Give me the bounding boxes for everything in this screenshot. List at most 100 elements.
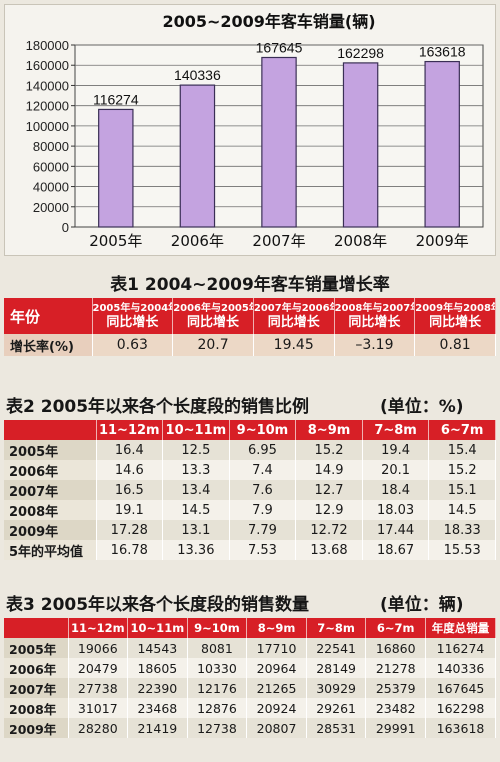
table1-header: 2006年与2005年 同比增长: [172, 298, 254, 334]
table2-header: 7~8m: [362, 420, 430, 440]
data-label: 162298: [337, 45, 384, 61]
table3-cell: 20924: [246, 698, 307, 718]
table3-cell: 10330: [187, 658, 248, 678]
table1-cell: 0.81: [414, 334, 496, 356]
table2-cell: 15.53: [428, 540, 496, 560]
table2-row: 2007年 16.5 13.4 7.6 12.7 18.4 15.1: [4, 480, 496, 500]
table3-cell: 28531: [306, 718, 367, 738]
table2-cell: 17.44: [362, 520, 430, 540]
table2-row: 2006年 14.6 13.3 7.4 14.9 20.1 15.2: [4, 460, 496, 480]
table3-cell: 20479: [68, 658, 129, 678]
table2-cell: 16.78: [96, 540, 164, 560]
table2-cell: 18.03: [362, 500, 430, 520]
x-tick-label: 2009年: [416, 232, 469, 250]
table3-row-label: 2007年: [4, 678, 69, 698]
table3-row-label: 2008年: [4, 698, 69, 718]
table2-header-row: 11~12m 10~11m 9~10m 8~9m 7~8m 6~7m: [4, 420, 496, 440]
table3-cell: 16860: [365, 638, 426, 658]
table3-header: 6~7m: [365, 618, 426, 638]
table2-cell: 18.4: [362, 480, 430, 500]
bar: [98, 108, 134, 228]
table1-title: 表1 2004~2009年客车销量增长率: [0, 270, 500, 295]
table2-cell: 7.6: [229, 480, 297, 500]
table2-header: 8~9m: [295, 420, 363, 440]
chart-title: 2005~2009年客车销量(辆): [162, 12, 375, 31]
table2-row-label: 2008年: [4, 500, 97, 520]
table2-cell: 13.3: [162, 460, 230, 480]
table2-cell: 12.5: [162, 440, 230, 460]
table1-header-l1: 2007年与2006年: [253, 302, 335, 314]
table2-row: 2005年 16.4 12.5 6.95 15.2 19.4 15.4: [4, 440, 496, 460]
y-tick-label: 20000: [33, 200, 69, 215]
table1-header-l1: 2005年与2004年: [92, 302, 173, 314]
x-tick-label: 2005年: [89, 232, 142, 250]
table2-cell: 17.28: [96, 520, 164, 540]
table3-header: 10~11m: [127, 618, 188, 638]
table2-cell: 14.6: [96, 460, 164, 480]
table3-cell: 20807: [246, 718, 307, 738]
table2-row: 5年的平均值 16.78 13.36 7.53 13.68 18.67 15.53: [4, 540, 496, 560]
table1-header-row: 年份 2005年与2004年 同比增长 2006年与2005年 同比增长 2007年…: [4, 298, 496, 334]
data-label: 167645: [256, 39, 303, 55]
table3-unit: (单位：辆): [380, 595, 464, 615]
table2-row-label: 2009年: [4, 520, 97, 540]
table2-cell: 15.1: [428, 480, 496, 500]
table3-cell: 12738: [187, 718, 248, 738]
table2-cell: 13.36: [162, 540, 230, 560]
table1-cell: 19.45: [253, 334, 335, 356]
y-tick-label: 40000: [33, 180, 69, 195]
table2-header: 11~12m: [96, 420, 164, 440]
table1-header: 2005年与2004年 同比增长: [92, 298, 174, 334]
table3-row: 2005年 19066 14543 8081 17710 22541 16860 116274: [4, 638, 496, 658]
bar: [424, 60, 460, 228]
y-tick-label: 0: [62, 220, 69, 235]
table1-header-l2: 同比增长: [267, 314, 320, 330]
table2-cell: 15.2: [428, 460, 496, 480]
table2-cell: 13.68: [295, 540, 363, 560]
table2-cell: 15.2: [295, 440, 363, 460]
table1-title-text: 表1 2004~2009年客车销量增长率: [110, 275, 390, 295]
y-tick-label: 120000: [26, 99, 69, 114]
table2-row: 2008年 19.1 14.5 7.9 12.9 18.03 14.5: [4, 500, 496, 520]
y-tick-label: 160000: [26, 58, 69, 73]
x-tick-label: 2008年: [334, 232, 387, 250]
table1-corner: 年份: [4, 298, 93, 334]
table2-cell: 13.1: [162, 520, 230, 540]
table1-cell: –3.19: [334, 334, 416, 356]
table3-cell: 23482: [365, 698, 426, 718]
table2-row-label: 5年的平均值: [4, 540, 97, 560]
table2-cell: 12.9: [295, 500, 363, 520]
table1-header: 2007年与2006年 同比增长: [253, 298, 335, 334]
table3-cell: 167645: [425, 678, 496, 698]
table3-row-label: 2006年: [4, 658, 69, 678]
table2-cell: 13.4: [162, 480, 230, 500]
table2-cell: 20.1: [362, 460, 430, 480]
y-tick-label: 180000: [26, 38, 69, 53]
table3-cell: 27738: [68, 678, 129, 698]
y-tick-label: 140000: [26, 78, 69, 93]
table2-row-label: 2006年: [4, 460, 97, 480]
table3-cell: 18605: [127, 658, 188, 678]
table2-cell: 16.4: [96, 440, 164, 460]
table1-header-l2: 同比增长: [187, 314, 240, 330]
table3-row: 2009年 28280 21419 12738 20807 28531 29991 16361…: [4, 718, 496, 738]
y-tick-label: 80000: [33, 139, 69, 154]
table2-title-text: 表2 2005年以来各个长度段的销售比例: [6, 397, 310, 417]
table3-cell: 116274: [425, 638, 496, 658]
x-tick-label: 2007年: [252, 232, 305, 250]
table3-cell: 22541: [306, 638, 367, 658]
length-quantity-table: 11~12m 10~11m 9~10m 8~9m 7~8m 6~7m 年度总销量…: [4, 618, 496, 738]
table3-header: 8~9m: [246, 618, 307, 638]
table1-header-l1: 2006年与2005年: [173, 302, 254, 314]
table2-cell: 6.95: [229, 440, 297, 460]
table3-cell: 28149: [306, 658, 367, 678]
table2-row-label: 2007年: [4, 480, 97, 500]
table2-cell: 7.4: [229, 460, 297, 480]
table1-header-l2: 同比增长: [348, 314, 401, 330]
table3-row: 2008年 31017 23468 12876 20924 29261 23482 16229…: [4, 698, 496, 718]
table1-header-l1: 2009年与2008年: [415, 302, 496, 314]
table1-cell: 0.63: [92, 334, 174, 356]
table2-cell: 19.1: [96, 500, 164, 520]
table3-cell: 21278: [365, 658, 426, 678]
table3-header: 7~8m: [306, 618, 367, 638]
